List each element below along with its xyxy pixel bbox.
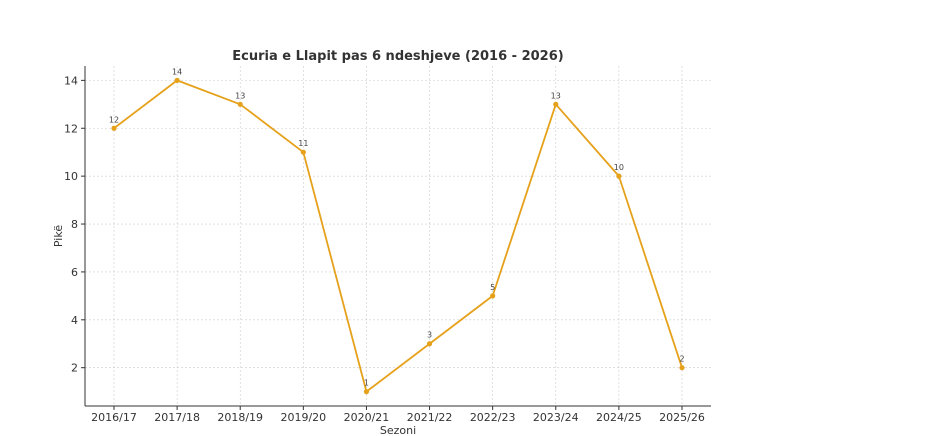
data-label: 11 [298,139,308,148]
x-tick-label: 2022/23 [470,411,516,424]
series-line [113,79,683,393]
data-label: 1 [364,379,369,388]
y-tick-label: 12 [64,122,78,135]
x-tick-label: 2017/18 [154,411,200,424]
data-point [490,293,496,299]
x-tick-label: 2020/21 [344,411,390,424]
data-label: 5 [490,283,495,292]
data-point [363,389,370,395]
x-axis-label: Sezoni [380,424,416,436]
ticks: 2016/17 2017/18 2018/19 2019/20 2020/21 2021/… [64,74,705,424]
x-tick-label: 2021/22 [407,411,453,424]
data-label: 10 [614,163,624,172]
x-tick-label: 2016/17 [91,411,137,424]
data-point [553,101,559,107]
y-tick-label: 6 [71,266,78,279]
data-point [300,149,306,155]
x-tick-label: 2024/25 [596,411,642,424]
data-label: 13 [235,91,245,100]
y-tick-label: 2 [71,362,78,375]
data-label: 3 [427,331,432,340]
data-point [616,173,622,179]
x-tick-label: 2018/19 [217,411,263,424]
x-tick-label: 2019/20 [280,411,326,424]
y-tick-label: 14 [64,74,78,87]
axes [84,66,711,407]
grid-lines [85,66,711,406]
data-point [174,77,180,83]
data-point [111,125,117,131]
data-label: 2 [679,355,684,364]
data-label: 13 [551,91,561,100]
series [111,77,685,395]
data-point [426,341,433,347]
data-point [679,365,685,371]
x-tick-label: 2025/26 [659,411,705,424]
x-tick-label: 2023/24 [533,411,579,424]
y-axis-label: Pikë [52,225,65,247]
y-tick-label: 8 [71,218,78,231]
data-label: 14 [172,67,182,76]
y-tick-label: 4 [71,314,78,327]
y-tick-label: 10 [64,170,78,183]
data-label: 12 [109,115,119,124]
chart-title: Ecuria e Llapit pas 6 ndeshjeve (2016 - … [232,49,563,64]
data-point [237,101,243,107]
